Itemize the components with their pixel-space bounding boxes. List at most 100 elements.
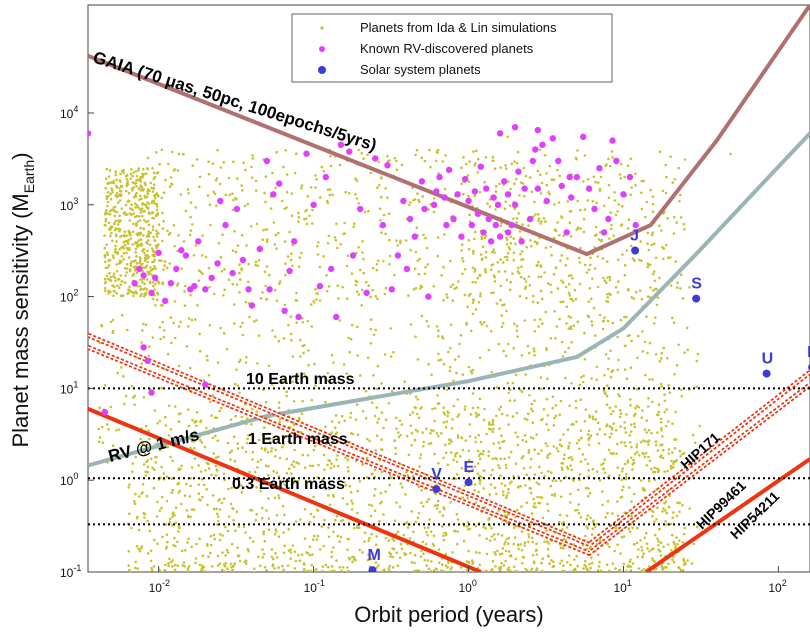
sim-planet-point <box>479 292 482 295</box>
sim-planet-point <box>141 174 145 178</box>
sim-planet-point <box>606 296 610 299</box>
sim-planet-point <box>307 363 310 367</box>
sim-planet-point <box>391 555 395 559</box>
sim-planet-point <box>432 197 436 200</box>
sim-planet-point <box>121 449 125 452</box>
sim-planet-point <box>324 400 327 404</box>
sim-planet-point <box>303 343 306 347</box>
sim-planet-point <box>476 462 480 465</box>
sim-planet-point <box>189 201 193 204</box>
sim-planet-point <box>537 217 541 220</box>
sim-planet-point <box>297 211 300 215</box>
sim-planet-point <box>387 567 391 570</box>
sim-planet-point <box>251 450 255 454</box>
sim-planet-point <box>461 259 465 263</box>
sim-planet-point <box>223 478 227 482</box>
sim-planet-point <box>625 413 628 416</box>
sim-planet-point <box>140 186 144 189</box>
sim-planet-point <box>110 188 114 192</box>
sim-planet-point <box>603 316 606 319</box>
sim-planet-point <box>111 254 115 257</box>
sim-planet-point <box>138 198 141 201</box>
sim-planet-point <box>564 285 568 289</box>
sim-planet-point <box>330 353 334 357</box>
sim-planet-point <box>642 567 646 571</box>
sim-planet-point <box>191 418 194 422</box>
sim-planet-point <box>543 271 546 274</box>
sim-planet-point <box>222 161 225 164</box>
sim-planet-point <box>332 440 335 443</box>
sim-planet-point <box>641 409 644 412</box>
sim-planet-point <box>673 215 676 219</box>
sim-planet-point <box>632 492 636 496</box>
sim-planet-point <box>141 202 144 205</box>
sim-planet-point <box>568 404 571 408</box>
sim-planet-point <box>151 216 154 220</box>
sim-planet-point <box>368 439 371 443</box>
sim-planet-point <box>501 440 504 444</box>
sim-planet-point <box>484 256 488 259</box>
sim-planet-point <box>97 440 101 444</box>
sim-planet-point <box>184 209 188 213</box>
sim-planet-point <box>429 441 433 445</box>
sim-planet-point <box>295 291 298 295</box>
sim-planet-point <box>128 219 131 222</box>
sim-planet-point <box>189 366 192 370</box>
sim-planet-point <box>165 545 169 549</box>
sim-planet-point <box>629 193 633 197</box>
sim-planet-point <box>397 570 400 572</box>
sim-planet-point <box>591 467 595 471</box>
sim-planet-point <box>531 540 534 544</box>
sim-planet-point <box>236 554 240 558</box>
rv-planet-point <box>529 157 536 165</box>
sim-planet-point <box>182 240 186 243</box>
sim-planet-point <box>575 441 579 445</box>
sim-planet-point <box>388 551 391 554</box>
sim-planet-point <box>656 506 659 510</box>
sim-planet-point <box>561 281 565 284</box>
sim-planet-point <box>134 455 137 459</box>
sim-planet-point <box>186 188 190 191</box>
sim-planet-point <box>374 294 378 298</box>
sim-planet-point <box>533 502 536 505</box>
sim-planet-point <box>136 220 140 223</box>
sim-planet-point <box>456 530 459 533</box>
sim-planet-point <box>240 484 243 487</box>
sim-planet-point <box>373 414 377 418</box>
sim-planet-point <box>147 230 150 233</box>
sim-planet-point <box>428 518 431 521</box>
sim-planet-point <box>665 175 668 179</box>
sim-planet-point <box>352 555 356 559</box>
sim-planet-point <box>104 217 108 221</box>
sim-planet-point <box>591 415 595 419</box>
sim-planet-point <box>436 151 439 154</box>
sim-planet-point <box>471 406 475 410</box>
sim-planet-point <box>223 288 226 292</box>
sim-planet-point <box>443 187 447 191</box>
sim-planet-point <box>301 399 305 403</box>
sim-planet-point <box>554 414 558 418</box>
sim-planet-point <box>388 564 392 568</box>
sim-planet-point <box>382 426 385 430</box>
sim-planet-point <box>616 500 619 503</box>
sim-planet-point <box>446 414 450 418</box>
sim-planet-point <box>335 458 338 462</box>
sim-planet-point <box>494 208 497 211</box>
sim-planet-point <box>206 503 209 507</box>
sim-planet-point <box>128 212 132 215</box>
sim-planet-point <box>624 444 627 448</box>
sim-planet-point <box>312 301 316 304</box>
y-tick-label: 10-1 <box>60 563 81 580</box>
rv-planet-point <box>609 137 616 144</box>
sim-planet-point <box>494 190 498 193</box>
sim-planet-point <box>679 287 682 290</box>
sim-planet-point <box>389 327 393 330</box>
sim-planet-point <box>527 540 530 544</box>
rv-planet-point <box>202 286 209 293</box>
sim-planet-point <box>262 532 265 536</box>
sim-planet-point <box>616 442 619 446</box>
sim-planet-point <box>603 279 607 283</box>
sim-planet-point <box>607 183 611 187</box>
sim-planet-point <box>531 421 535 425</box>
sim-planet-point <box>553 492 557 496</box>
